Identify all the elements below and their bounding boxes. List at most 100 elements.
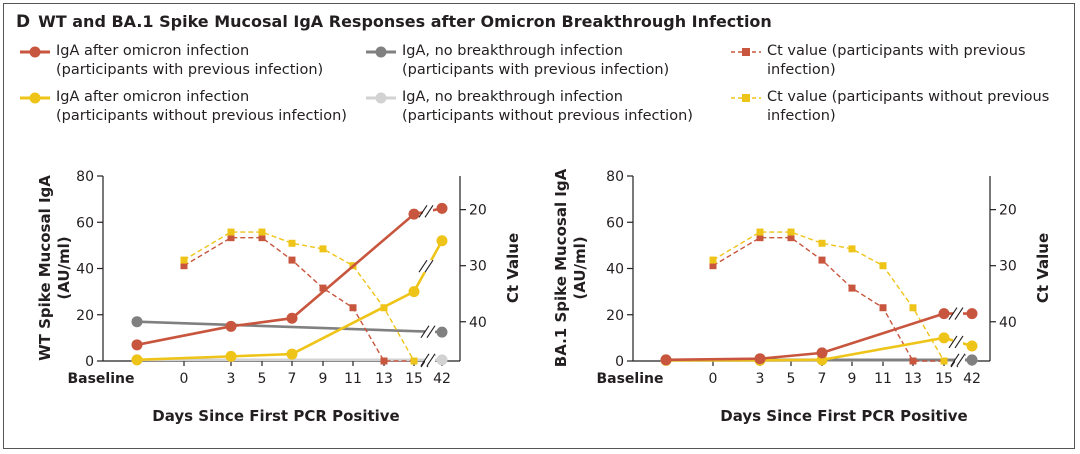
- ct-series-point: [319, 245, 327, 253]
- ct-series-point: [818, 256, 826, 264]
- iga-series-point: [966, 308, 978, 320]
- x-tick-label: 3: [227, 371, 236, 387]
- series-break-mark: [426, 353, 436, 367]
- ct-series-point: [940, 357, 948, 365]
- legend-swatch: [366, 92, 396, 104]
- iga-series-point: [660, 354, 672, 366]
- legend-line2: infection): [767, 108, 836, 124]
- x-tick-label: 3: [756, 371, 765, 387]
- legend-line1: IgA, no breakthrough infection: [402, 89, 623, 105]
- y-tick-label: 60: [606, 215, 624, 231]
- y-axis-title-ba1-line1: BA.1 Spike Mucosal IgA: [552, 168, 570, 367]
- x-tick-label: 42: [433, 371, 451, 387]
- iga-series-point: [754, 353, 766, 365]
- y-tick-label: 20: [76, 308, 94, 324]
- ct-series-point: [909, 357, 917, 365]
- x-axis-title-ba1: Days Since First PCR Positive: [720, 407, 967, 425]
- legend-line2: infection): [767, 62, 836, 78]
- ct-series-point: [818, 239, 826, 247]
- legend-line2: (participants without previous infection…: [402, 108, 693, 124]
- series-break-gap: [425, 353, 435, 366]
- legend-swatch: [366, 46, 396, 58]
- y2-tick-label: 40: [999, 315, 1017, 331]
- iga-series-line: [136, 320, 443, 334]
- series-break-mark: [954, 307, 964, 320]
- ct-series-point: [848, 284, 856, 292]
- x-tick-label: 42: [963, 371, 981, 387]
- x-tick-label: 7: [818, 371, 827, 387]
- legend-item-iga-no-breakthrough-previous: IgA, no breakthrough infection (participa…: [364, 42, 669, 80]
- series-break-gap: [953, 307, 963, 320]
- x-tick-label: 5: [258, 371, 267, 387]
- series-break-mark: [954, 335, 964, 349]
- ct-series-point: [709, 256, 717, 264]
- ct-series-point: [909, 304, 917, 312]
- iga-series-point: [436, 202, 448, 214]
- y2-tick-label: 20: [469, 203, 487, 219]
- ct-series-point: [709, 262, 717, 270]
- y-tick-label: 80: [76, 169, 94, 185]
- legend-swatch: [731, 48, 761, 56]
- y2-tick-label: 20: [999, 203, 1017, 219]
- x-tick-label: 0: [709, 371, 718, 387]
- title-text: WT and BA.1 Spike Mucosal IgA Responses …: [38, 12, 772, 31]
- x-tick-label: 9: [319, 371, 328, 387]
- iga-series-point: [131, 354, 143, 366]
- legend-item-iga-no-breakthrough-without: IgA, no breakthrough infection (participa…: [364, 88, 693, 126]
- series-break-mark: [418, 259, 428, 273]
- legend-item-iga-omicron-without: IgA after omicron infection (participants…: [18, 88, 347, 126]
- iga-series-point: [816, 347, 828, 359]
- x-tick-label: 9: [848, 371, 857, 387]
- series-break-mark: [426, 325, 436, 338]
- ct-series-point: [227, 228, 235, 236]
- x-tick-label: 15: [405, 371, 423, 387]
- series-break-mark: [424, 204, 434, 218]
- y-axis-title-wt-line1: WT Spike Mucosal IgA: [36, 175, 54, 361]
- legend-swatch: [20, 92, 50, 104]
- y-tick-label: 0: [615, 354, 624, 370]
- ct-series-point: [258, 234, 266, 242]
- iga-series-point: [436, 235, 448, 247]
- ct-series-line: [183, 231, 415, 362]
- chart-wt: WT Spike Mucosal IgA (AU/ml) Ct Value Da…: [36, 175, 522, 425]
- x-tick-label: 0: [180, 371, 189, 387]
- legend-item-ct-without: Ct value (participants without previous i…: [729, 88, 1049, 126]
- iga-series-point: [966, 354, 978, 366]
- x-tick-label-baseline: Baseline: [596, 371, 663, 387]
- ct-series-point: [180, 256, 188, 264]
- iga-series-point: [286, 312, 298, 324]
- legend-item-iga-omicron-previous: IgA after omicron infection (participants…: [18, 42, 323, 80]
- figure-panel: D WT and BA.1 Spike Mucosal IgA Responses…: [3, 3, 1075, 449]
- iga-series-point: [131, 339, 143, 351]
- x-tick-label: 13: [375, 371, 393, 387]
- legend-line2: (participants with previous infection): [56, 62, 324, 78]
- series-break-gap: [425, 325, 435, 338]
- x-tick-label: 11: [344, 371, 362, 387]
- ct-series-point: [756, 234, 764, 242]
- legend-swatch: [731, 94, 761, 102]
- ct-series-line: [183, 236, 414, 362]
- figure-title: D WT and BA.1 Spike Mucosal IgA Responses…: [16, 12, 772, 32]
- ct-series-point: [349, 304, 357, 312]
- x-axis-title-wt: Days Since First PCR Positive: [152, 407, 399, 425]
- series-break-mark: [424, 259, 434, 273]
- ct-series-point: [756, 228, 764, 236]
- iga-series-point: [966, 340, 978, 352]
- y-tick-label: 40: [606, 262, 624, 278]
- iga-series-point: [408, 208, 420, 220]
- iga-series-point: [408, 286, 420, 298]
- iga-series-point: [286, 348, 298, 360]
- iga-series-point: [938, 332, 950, 344]
- ct-series-point: [879, 262, 887, 270]
- legend-line1: Ct value (participants without previous: [767, 89, 1050, 105]
- ct-series-point: [380, 357, 388, 365]
- legend-line2: (participants with previous infection): [402, 62, 670, 78]
- series-break-gap: [955, 353, 965, 366]
- legend-swatch: [20, 46, 50, 58]
- y2-tick-label: 40: [469, 315, 487, 331]
- ct-series-point: [848, 245, 856, 253]
- ct-series-point: [787, 228, 795, 236]
- y-axis-title-ba1-line2: (AU/ml): [571, 236, 589, 299]
- ct-series-line: [712, 236, 944, 362]
- ct-series-point: [258, 228, 266, 236]
